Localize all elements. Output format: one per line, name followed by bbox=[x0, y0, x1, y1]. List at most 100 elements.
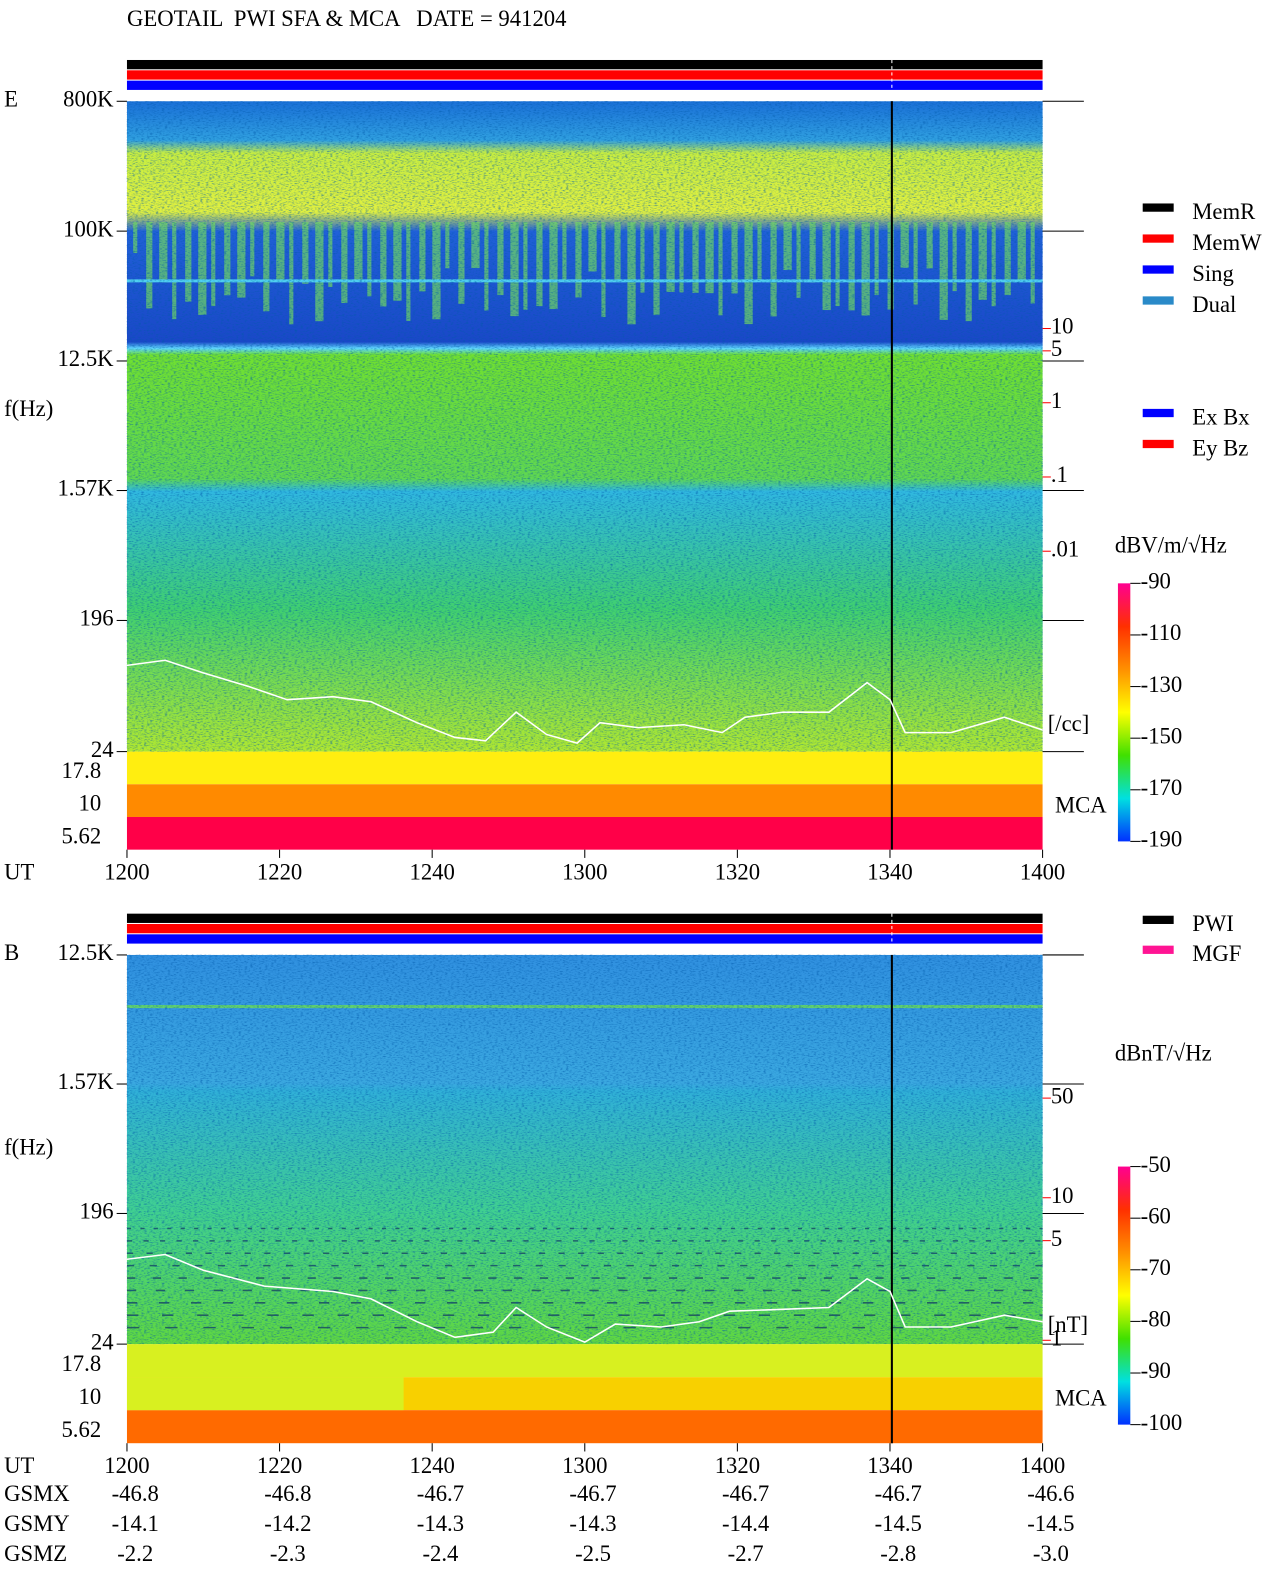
orbit-name: GSMZ bbox=[4, 1541, 67, 1566]
y-tick-label: 196 bbox=[80, 606, 114, 631]
x-tick-label: 1220 bbox=[257, 860, 302, 885]
colorbar-tick-label: -60 bbox=[1141, 1203, 1171, 1228]
y2-axis-label: [nT] bbox=[1048, 1312, 1088, 1337]
colorbar-tick-label: -50 bbox=[1141, 1152, 1171, 1177]
y-tick-label: 24 bbox=[91, 1329, 114, 1354]
mca-channel-label: 17.8 bbox=[61, 1351, 101, 1376]
mca-row bbox=[126, 784, 1043, 817]
orbit-value: -14.5 bbox=[1027, 1511, 1074, 1536]
x-tick-label: 1400 bbox=[1020, 860, 1065, 885]
legend-label: PWI bbox=[1192, 911, 1234, 936]
orbit-value: -14.5 bbox=[875, 1511, 922, 1536]
legend-swatch bbox=[1142, 265, 1174, 274]
mca-row bbox=[126, 1410, 1043, 1444]
x-tick-label: 1320 bbox=[715, 860, 760, 885]
colorbar-tick-label: -80 bbox=[1141, 1307, 1171, 1332]
colorbar-tick-label: -90 bbox=[1141, 569, 1171, 594]
orbit-value: -46.7 bbox=[569, 1481, 616, 1506]
x-tick-label: 1400 bbox=[1020, 1453, 1065, 1478]
page-title: GEOTAIL PWI SFA & MCA DATE = 941204 bbox=[127, 6, 567, 31]
colorbar-tick-label: -130 bbox=[1141, 672, 1183, 697]
mode-bar bbox=[126, 913, 1043, 923]
colorbar-label: dBnT/√Hz bbox=[1115, 1040, 1212, 1065]
legend-label: Ex Bx bbox=[1192, 404, 1250, 429]
x-tick-label: 1340 bbox=[867, 860, 912, 885]
mode-bar bbox=[126, 923, 1043, 934]
orbit-value: -14.3 bbox=[569, 1511, 616, 1536]
x-tick-label: 1240 bbox=[409, 1453, 454, 1478]
orbit-value: -14.4 bbox=[722, 1511, 769, 1536]
colorbar-tick-label: -170 bbox=[1141, 775, 1183, 800]
legend-swatch bbox=[1142, 439, 1174, 449]
x-axis-label: UT bbox=[4, 1453, 34, 1478]
spectrogram-grain bbox=[126, 954, 1043, 1345]
legend-swatch bbox=[1142, 296, 1174, 305]
x-tick-label: 1240 bbox=[409, 860, 454, 885]
mca-channel-label: 5.62 bbox=[61, 1417, 101, 1442]
legend-swatch bbox=[1142, 915, 1174, 924]
y-axis-label: f(Hz) bbox=[4, 1135, 53, 1160]
orbit-value: -46.8 bbox=[112, 1481, 159, 1506]
y2-tick-label: 5 bbox=[1051, 336, 1062, 361]
mca-row bbox=[126, 816, 1043, 850]
y-tick-label: 24 bbox=[91, 737, 114, 762]
density-line bbox=[126, 659, 1043, 744]
y2-tick-label: 1 bbox=[1051, 388, 1062, 413]
mode-bar bbox=[126, 934, 1043, 944]
legend-label: Dual bbox=[1192, 292, 1236, 317]
spectrogram-grain bbox=[126, 101, 1043, 752]
orbit-value: -46.7 bbox=[722, 1481, 769, 1506]
orbit-value: -2.7 bbox=[728, 1541, 764, 1566]
y2-tick-label: 5 bbox=[1051, 1226, 1062, 1251]
y-tick-label: 196 bbox=[80, 1199, 114, 1224]
orbit-value: -14.3 bbox=[417, 1511, 464, 1536]
mca-channel-label: 10 bbox=[78, 791, 101, 816]
panel-label: B bbox=[4, 940, 19, 965]
legend-label: Sing bbox=[1192, 261, 1234, 286]
x-axis-label: UT bbox=[4, 860, 34, 885]
orbit-value: -3.0 bbox=[1033, 1541, 1069, 1566]
colorbar bbox=[1117, 1166, 1131, 1425]
x-tick-label: 1300 bbox=[562, 1453, 607, 1478]
mca-label: MCA bbox=[1055, 1385, 1107, 1410]
orbit-value: -14.1 bbox=[112, 1511, 159, 1536]
mca-row bbox=[126, 751, 1043, 785]
orbit-value: -2.2 bbox=[117, 1541, 153, 1566]
colorbar-label: dBV/m/√Hz bbox=[1115, 532, 1227, 557]
legend-label: MemR bbox=[1192, 199, 1256, 224]
orbit-value: -46.8 bbox=[264, 1481, 311, 1506]
legend-swatch bbox=[1142, 408, 1174, 418]
y-axis-label: f(Hz) bbox=[4, 396, 53, 421]
y2-tick-label: .1 bbox=[1051, 462, 1068, 487]
mca-row bbox=[126, 1344, 1043, 1378]
mca-channel-label: 5.62 bbox=[61, 823, 101, 848]
y2-tick-label: 50 bbox=[1051, 1083, 1074, 1108]
mca-row bbox=[126, 1377, 404, 1411]
orbit-value: -46.7 bbox=[417, 1481, 464, 1506]
legend-swatch bbox=[1142, 203, 1174, 212]
mca-channel-label: 10 bbox=[78, 1384, 101, 1409]
colorbar-tick-label: -150 bbox=[1141, 723, 1183, 748]
x-tick-label: 1220 bbox=[257, 1453, 302, 1478]
colorbar bbox=[1117, 583, 1131, 842]
orbit-value: -2.3 bbox=[270, 1541, 306, 1566]
orbit-value: -46.7 bbox=[875, 1481, 922, 1506]
x-tick-label: 1200 bbox=[104, 860, 149, 885]
legend-label: Ey Bz bbox=[1192, 435, 1248, 460]
legend-label: MGF bbox=[1192, 941, 1241, 966]
y-tick-label: 100K bbox=[63, 216, 114, 241]
x-tick-label: 1320 bbox=[715, 1453, 760, 1478]
orbit-value: -14.2 bbox=[264, 1511, 311, 1536]
panel-label: E bbox=[4, 86, 18, 111]
legend-swatch bbox=[1142, 234, 1174, 243]
y2-tick-label: .01 bbox=[1051, 536, 1079, 561]
x-tick-label: 1300 bbox=[562, 860, 607, 885]
y2-axis-label: [/cc] bbox=[1048, 711, 1090, 736]
orbit-value: -46.6 bbox=[1027, 1481, 1074, 1506]
y-tick-label: 1.57K bbox=[57, 476, 114, 501]
colorbar-tick-label: -90 bbox=[1141, 1358, 1171, 1383]
y-tick-label: 12.5K bbox=[57, 346, 114, 371]
x-tick-label: 1200 bbox=[104, 1453, 149, 1478]
